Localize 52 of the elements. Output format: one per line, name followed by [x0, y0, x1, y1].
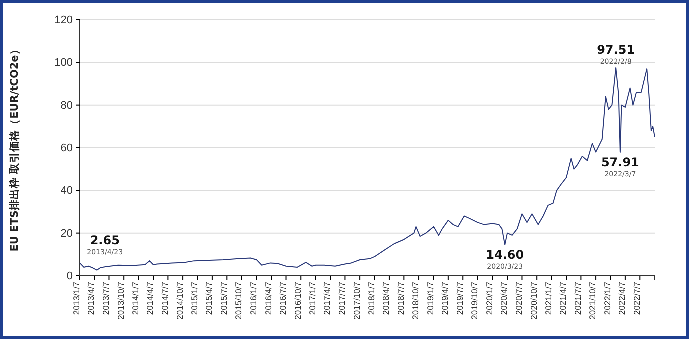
- x-tick-label: 2016/7/7: [278, 282, 288, 316]
- x-tick-label: 2017/7/7: [336, 282, 347, 316]
- x-tick-label: 2015/7/7: [218, 282, 229, 316]
- x-tick-label: 2015/1/7: [190, 282, 200, 316]
- x-tick-label: 2016/1/7: [248, 282, 259, 316]
- x-tick-label: 2013/4/7: [86, 282, 96, 316]
- y-tick-label: 100: [54, 57, 73, 70]
- annotation: 57.91: [601, 155, 640, 170]
- x-tick-label: 2020/10/7: [528, 282, 539, 320]
- y-tick-label: 120: [54, 14, 73, 27]
- x-tick-label: 2014/7/7: [160, 282, 170, 316]
- x-tick-label: 2021/10/7: [588, 282, 598, 320]
- x-tick-label: 2017/4/7: [322, 282, 332, 316]
- x-tick-label: 2021/1/7: [544, 282, 554, 316]
- x-tick-label: 2020/7/7: [514, 282, 524, 316]
- x-tick-label: 2013/1/7: [72, 282, 82, 316]
- line-series: [80, 67, 656, 271]
- x-tick-label: 2019/4/7: [440, 282, 450, 316]
- x-tick-label: 2020/1/7: [484, 282, 495, 316]
- x-tick-label: 2013/7/7: [100, 282, 111, 316]
- x-tick-label: 2019/1/7: [426, 282, 436, 316]
- x-tick-label: 2015/4/7: [204, 282, 214, 316]
- x-tick-label: 2022/1/7: [602, 282, 613, 316]
- x-tick-label: 2021/4/7: [558, 282, 568, 316]
- x-tick-label: 2016/4/7: [263, 282, 274, 316]
- y-tick-label: 20: [60, 228, 73, 240]
- x-tick-label: 2018/7/7: [396, 282, 406, 316]
- x-tick-label: 2014/1/7: [130, 282, 141, 316]
- x-tick-label: 2018/1/7: [366, 282, 377, 316]
- y-axis-title: EU ETS排出枠 取引価格（EUR/tCO2e）: [8, 44, 21, 252]
- x-tick-label: 2016/10/7: [292, 282, 303, 320]
- x-tick-label: 2020/4/7: [499, 282, 510, 316]
- x-tick-label: 2022/7/7: [632, 282, 642, 316]
- x-tick-label: 2014/10/7: [174, 282, 185, 320]
- x-tick-label: 2014/4/7: [145, 282, 156, 316]
- x-tick-label: 2019/10/7: [470, 282, 480, 320]
- annotation: 2.65: [90, 233, 120, 248]
- x-tick-label: 2013/10/7: [116, 282, 126, 320]
- x-tick-label: 2017/10/7: [352, 282, 362, 320]
- x-tick-label: 2015/10/7: [234, 282, 244, 320]
- x-tick-label: 2021/7/7: [572, 282, 583, 316]
- x-tick-label: 2019/7/7: [454, 282, 465, 316]
- annotation: 14.60: [486, 248, 524, 262]
- x-tick-label: 2017/1/7: [308, 282, 318, 316]
- x-tick-label: 2018/10/7: [410, 282, 421, 320]
- y-tick-label: 60: [60, 142, 73, 155]
- y-tick-label: 0: [66, 270, 73, 283]
- y-tick-label: 80: [60, 100, 73, 112]
- x-tick-label: 2018/4/7: [381, 282, 392, 316]
- x-tick-label: 2022/4/7: [617, 282, 628, 316]
- annotation: 97.51: [597, 42, 636, 57]
- y-tick-label: 40: [60, 185, 73, 198]
